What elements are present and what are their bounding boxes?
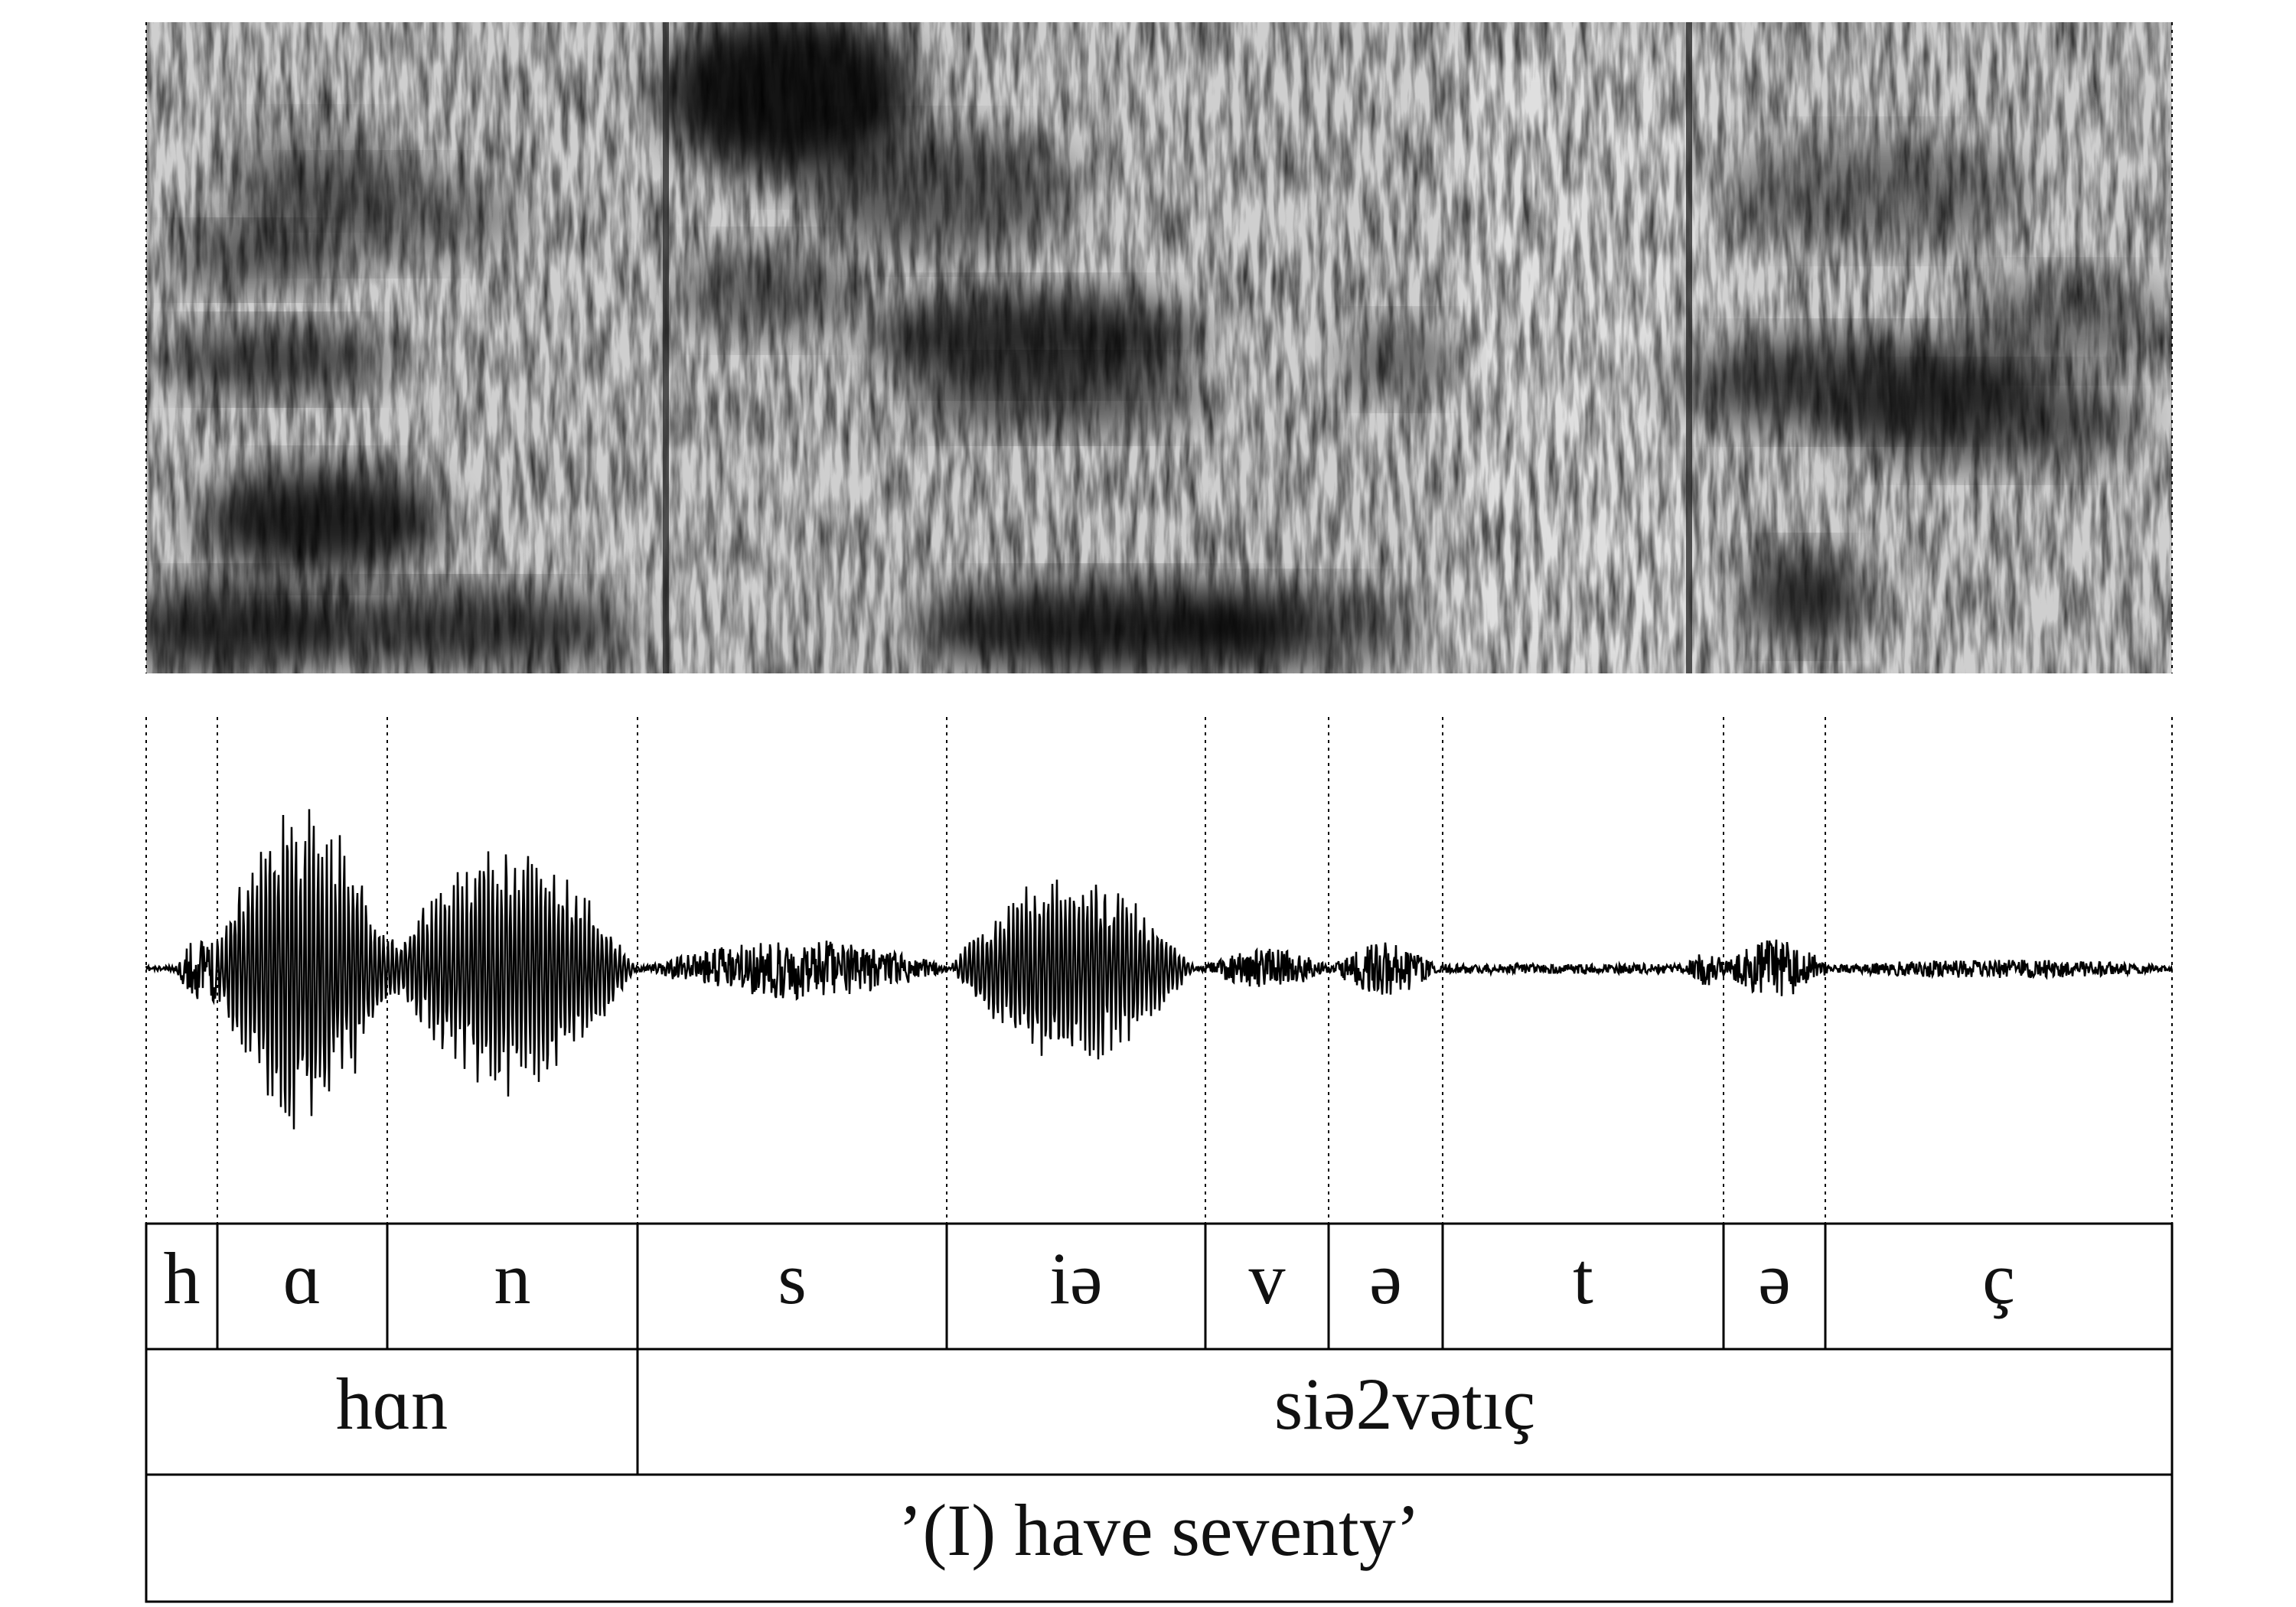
tier-frame — [145, 1222, 2174, 1603]
waveform-trace — [145, 809, 2174, 1129]
release-line — [663, 22, 669, 673]
phone-label: ç — [1982, 1237, 2015, 1319]
phone-label: n — [494, 1237, 531, 1319]
waveform — [145, 809, 2174, 1129]
gloss-label: ’(I) have seventy’ — [898, 1489, 1420, 1571]
phone-label: s — [778, 1237, 806, 1319]
phone-label: ə — [1369, 1237, 1402, 1319]
phone-label: v — [1249, 1237, 1286, 1319]
word-label: siə2vətıç — [1274, 1363, 1535, 1445]
boundaries — [145, 22, 2173, 1224]
word-label: hɑn — [336, 1363, 448, 1445]
phone-label: ə — [1758, 1237, 1791, 1319]
phone-label: ɑ — [283, 1237, 321, 1319]
phone-label: h — [164, 1237, 201, 1319]
spectrogram — [146, 22, 2172, 673]
phone-label: t — [1573, 1237, 1593, 1319]
spectrogram-texture — [146, 22, 2172, 673]
phone-label: iə — [1049, 1237, 1102, 1319]
release-line — [1686, 22, 1692, 673]
